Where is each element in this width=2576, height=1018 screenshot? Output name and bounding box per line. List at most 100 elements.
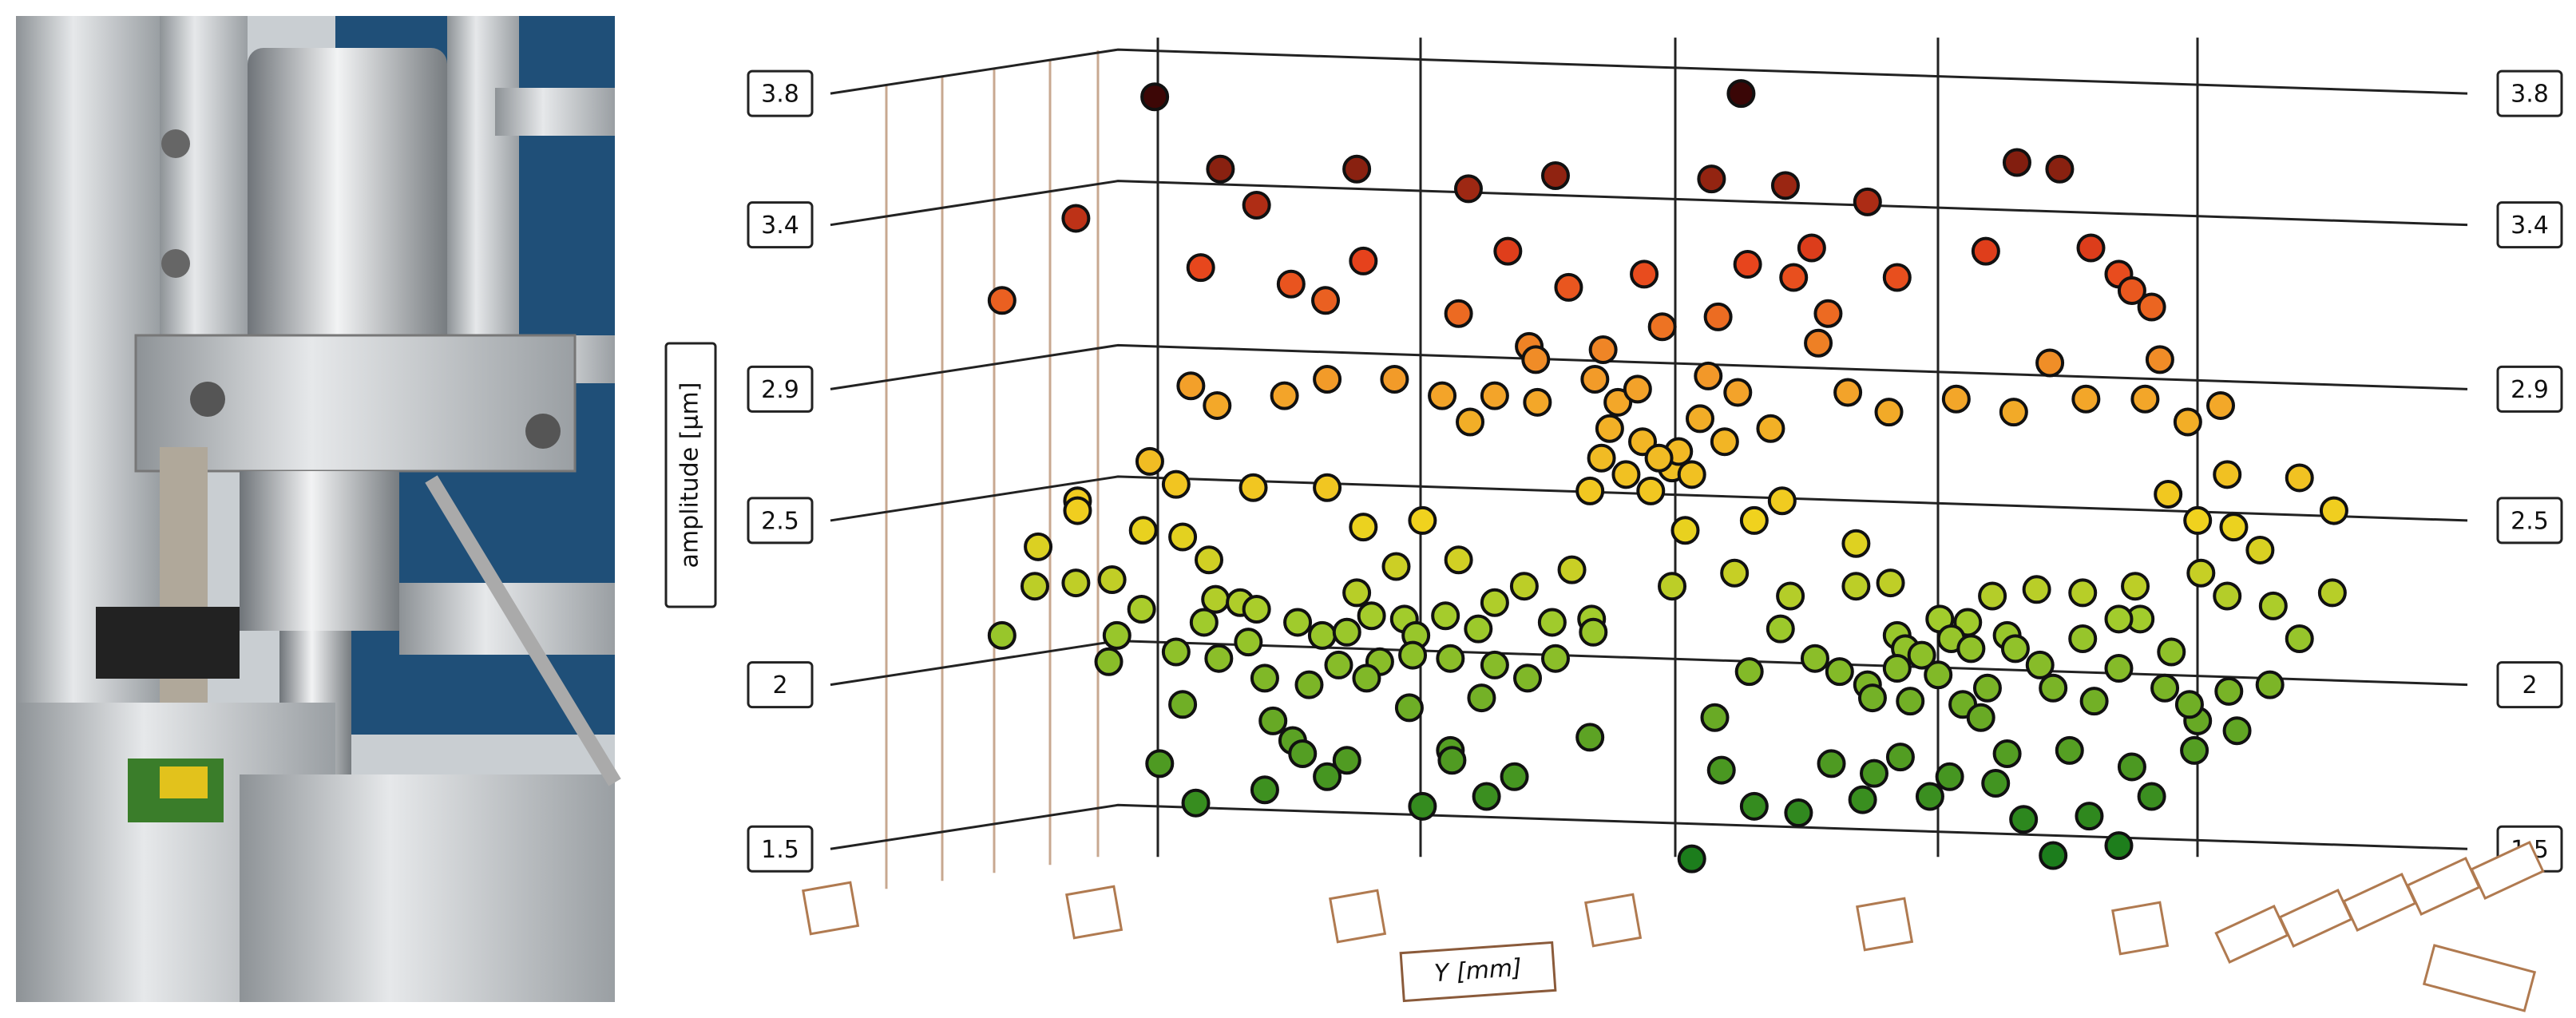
point [2039, 673, 2068, 703]
point [1941, 384, 1971, 414]
point [1848, 785, 1877, 814]
point [1276, 269, 1306, 299]
point [1307, 620, 1337, 650]
point [1313, 473, 1342, 502]
point [1756, 414, 1785, 443]
tick-box [2496, 661, 2563, 709]
point [2071, 384, 2101, 414]
point [2206, 390, 2235, 420]
point [1813, 299, 1843, 328]
point [1102, 620, 1131, 650]
point [1723, 378, 1753, 407]
point [2025, 650, 2055, 679]
point [1394, 693, 1424, 723]
point [1860, 759, 1889, 788]
y-tick-label-right: 2.9 [2511, 376, 2549, 404]
point [2079, 687, 2109, 716]
point [1204, 644, 1234, 673]
point [1408, 505, 1437, 535]
point [2104, 604, 2134, 634]
point [1472, 782, 1501, 811]
point [1779, 263, 1809, 292]
point [1924, 660, 1953, 690]
point [1250, 663, 1279, 693]
point [1896, 687, 1925, 716]
point [1024, 532, 1053, 561]
tick-box [747, 825, 814, 873]
point [1061, 204, 1091, 233]
point [1972, 673, 2002, 703]
x-label-group: Y [mm] [1399, 941, 1557, 1003]
point [1168, 690, 1198, 719]
point [2039, 841, 2068, 870]
y-tick-label-left: 2.9 [761, 376, 799, 404]
point [1595, 414, 1624, 443]
point [1874, 398, 1904, 427]
point [1588, 335, 1618, 365]
point [1981, 769, 2011, 798]
point [1579, 617, 1608, 647]
point [1242, 191, 1271, 220]
point [1523, 387, 1552, 417]
point [1833, 378, 1863, 407]
point [1784, 798, 1813, 828]
point [1739, 505, 1769, 535]
point [1703, 302, 1733, 331]
point [2319, 496, 2348, 525]
point [1580, 365, 1610, 394]
point [1332, 746, 1361, 775]
point [1464, 614, 1493, 644]
point [1332, 617, 1361, 647]
point [2154, 480, 2183, 509]
point [1127, 594, 1156, 624]
point [1437, 746, 1467, 775]
point [2186, 558, 2216, 588]
point [1521, 345, 1551, 374]
point [2222, 716, 2252, 746]
point [1063, 496, 1092, 525]
point [1956, 634, 1986, 663]
point [1456, 407, 1485, 437]
y-label-box [664, 342, 717, 608]
point [1480, 650, 1509, 679]
tick-box [747, 661, 814, 709]
point [1882, 654, 1912, 683]
point [1575, 476, 1605, 505]
point [1907, 640, 1936, 670]
point [1706, 755, 1736, 785]
point [2002, 148, 2031, 177]
point [1611, 460, 1641, 489]
point [1882, 263, 1912, 292]
point [1270, 381, 1299, 410]
grid-line [830, 48, 2468, 95]
point [1841, 572, 1871, 601]
point [1453, 174, 1483, 204]
point [1311, 286, 1341, 315]
point [1540, 160, 1570, 190]
point [1776, 581, 1805, 611]
point [2130, 384, 2160, 414]
point [1342, 154, 1372, 184]
point [1720, 558, 1750, 588]
point [2009, 805, 2039, 834]
point [2183, 505, 2213, 535]
point [2157, 637, 2186, 667]
point [1853, 187, 1882, 216]
point [2137, 292, 2166, 322]
point [1161, 469, 1191, 499]
point [2173, 407, 2202, 437]
tick-box [2496, 201, 2563, 249]
point [2180, 735, 2209, 765]
point [2255, 670, 2285, 699]
point [2258, 591, 2288, 620]
tick-box [747, 69, 814, 117]
point [1288, 739, 1318, 768]
point [1509, 572, 1539, 601]
grid-line [830, 640, 2468, 687]
point [1500, 762, 1529, 791]
point [1436, 644, 1465, 673]
point [1733, 250, 1762, 279]
point [1804, 328, 1833, 358]
point [1766, 614, 1795, 644]
point [1444, 545, 1473, 575]
